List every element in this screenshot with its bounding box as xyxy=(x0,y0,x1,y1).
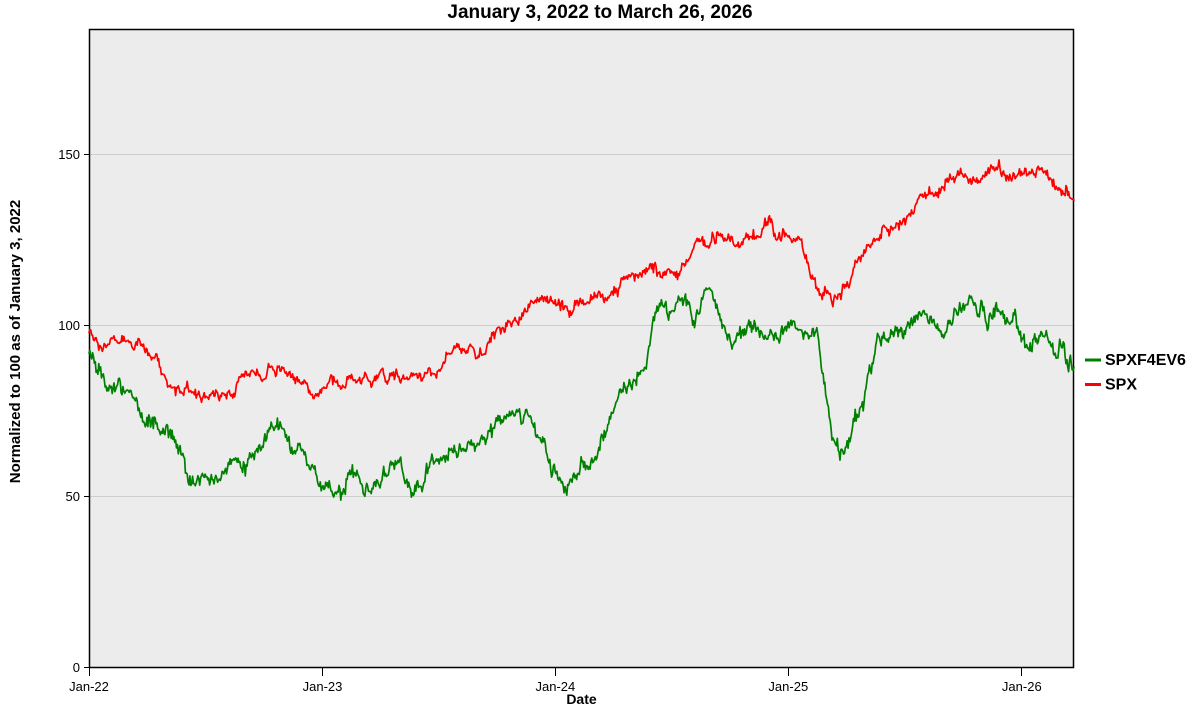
svg-text:Jan-26: Jan-26 xyxy=(1002,679,1042,694)
svg-text:SPXF4EV6: SPXF4EV6 xyxy=(1105,352,1186,369)
svg-text:SPX: SPX xyxy=(1105,377,1137,394)
svg-text:Jan-24: Jan-24 xyxy=(536,679,576,694)
svg-text:Jan-23: Jan-23 xyxy=(303,679,343,694)
svg-text:100: 100 xyxy=(58,318,80,333)
svg-text:Jan-25: Jan-25 xyxy=(768,679,808,694)
svg-text:Jan-22: Jan-22 xyxy=(69,679,109,694)
svg-text:0: 0 xyxy=(73,660,80,675)
svg-text:150: 150 xyxy=(58,147,80,162)
svg-text:50: 50 xyxy=(66,489,80,504)
